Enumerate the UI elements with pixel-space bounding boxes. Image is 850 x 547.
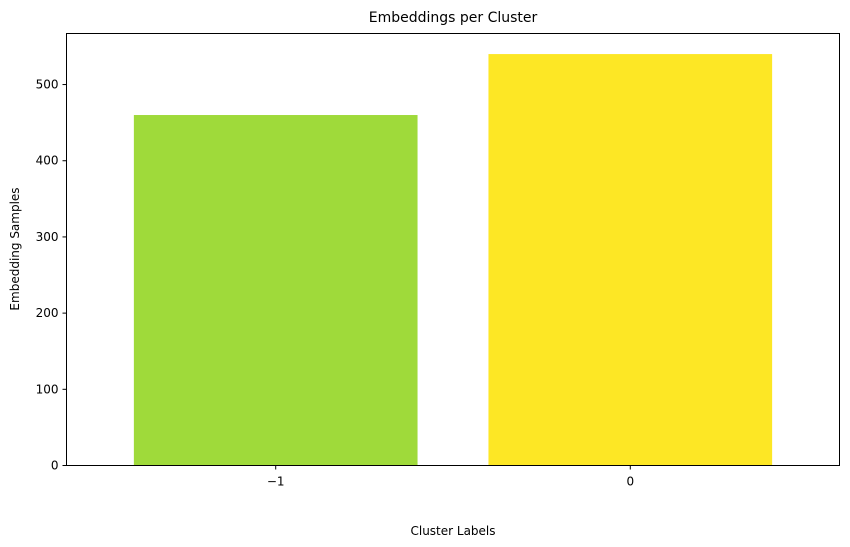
bars-group: [133, 54, 773, 466]
x-axis: −1 0: [267, 465, 634, 489]
x-tick-label: 0: [626, 475, 634, 489]
y-axis: 0 100 200 300 400 500: [36, 78, 67, 473]
y-tick-label: 0: [51, 459, 59, 473]
y-tick-label: 500: [36, 78, 59, 92]
plot-frame: [66, 33, 840, 466]
x-tick-label: −1: [267, 475, 285, 489]
y-tick-label: 200: [36, 306, 59, 320]
bar-0: [133, 115, 418, 466]
y-tick-label: 400: [36, 154, 59, 168]
y-tick-label: 100: [36, 382, 59, 396]
chart-title: Embeddings per Cluster: [369, 10, 538, 26]
y-axis-title: Embedding Samples: [8, 187, 22, 310]
y-tick-label: 300: [36, 230, 59, 244]
bar-1: [488, 54, 773, 466]
x-axis-title: Cluster Labels: [410, 524, 495, 538]
